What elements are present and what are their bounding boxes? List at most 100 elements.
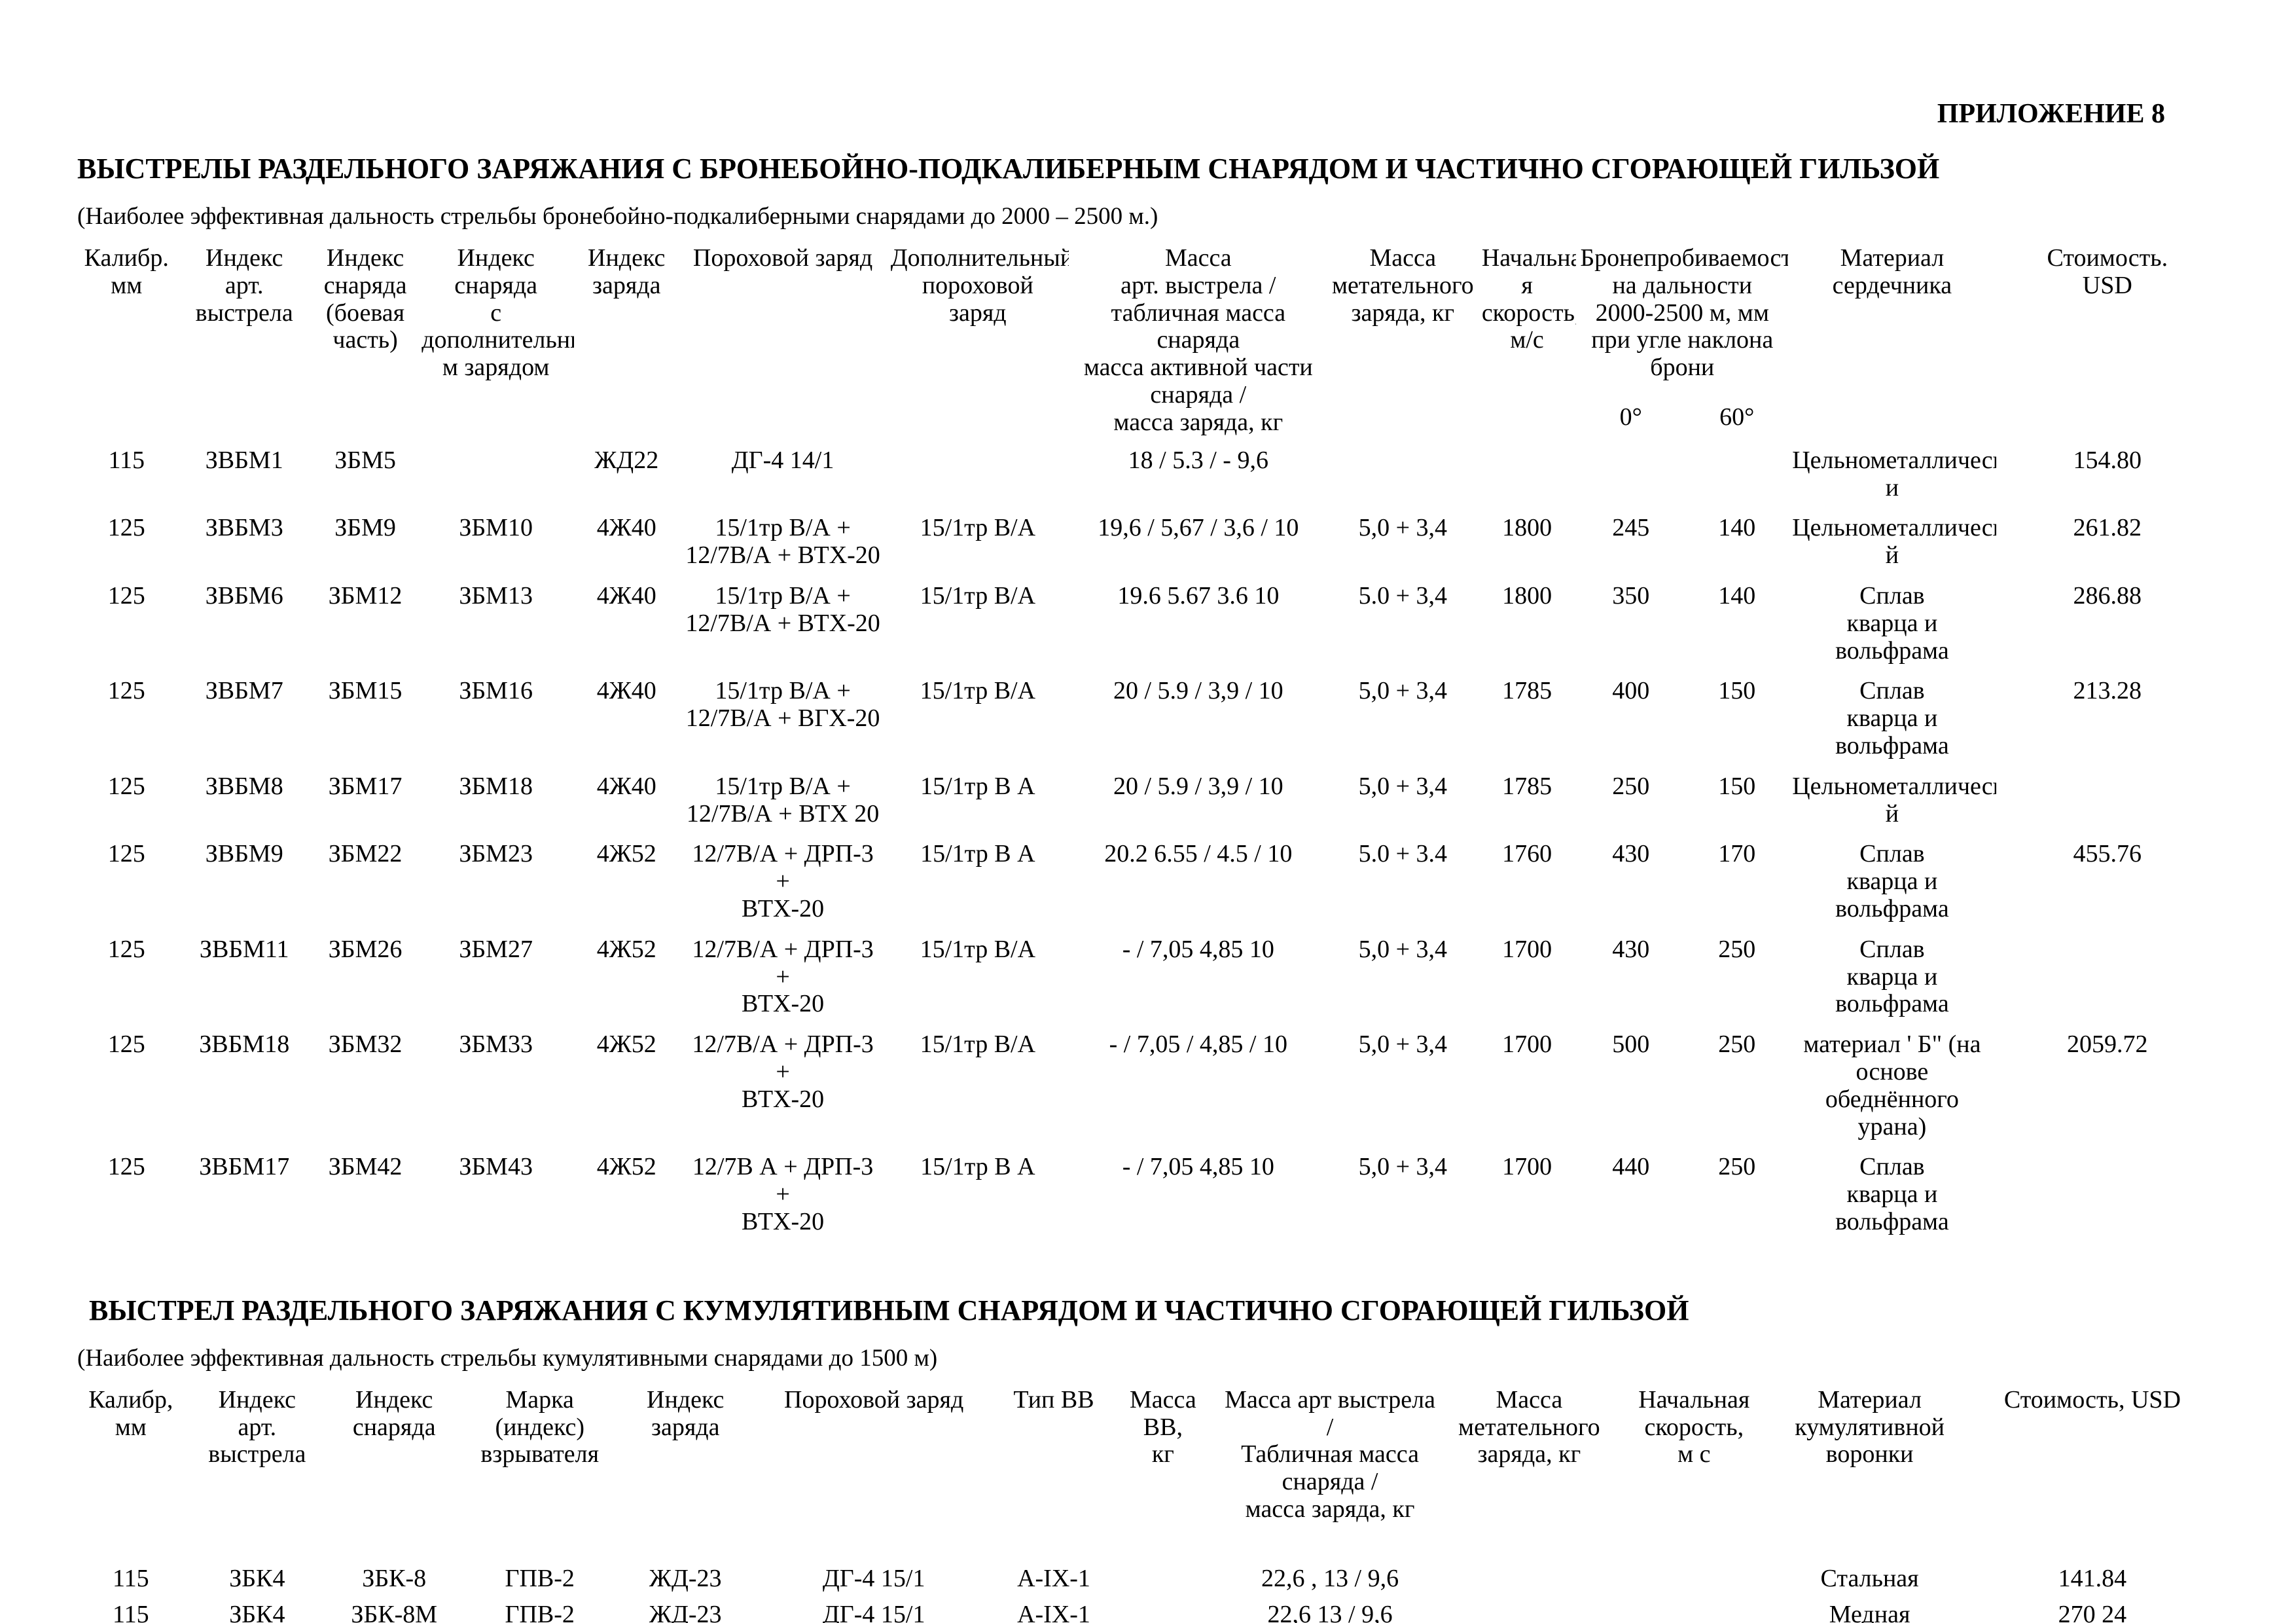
cell: ЗБМ10 xyxy=(459,514,533,542)
cell: 12/7В/А + ДРП-3 + ВТХ-20 xyxy=(692,1030,874,1113)
cell: 19.6 5.67 3.6 10 xyxy=(1117,581,1280,610)
cell xyxy=(1109,1599,1217,1623)
cell: ЗВБМ7 xyxy=(205,677,283,705)
cell: 15/1тр В А xyxy=(920,1153,1035,1181)
cell: 125 xyxy=(107,677,145,705)
cell: ЗБМ12 xyxy=(328,581,403,610)
cell: ДГ-4 14/1 xyxy=(731,446,834,474)
cell: 12/7В/А + ДРП-3 + ВТХ-20 xyxy=(692,840,874,922)
cell: 4Ж52 xyxy=(596,935,656,963)
cell xyxy=(1478,445,1577,513)
cell: 213.28 xyxy=(2073,677,2142,705)
cell: 125 xyxy=(107,1030,145,1059)
cell: Сплав кварца и вольфрама xyxy=(1835,840,1949,922)
cell: 1785 xyxy=(1502,677,1552,705)
apfsds-rounds-table: Калибр. мм Индекс арт. выстрела Индекс сна… xyxy=(77,242,2219,1247)
table-row: 115 ЗВБМ1 ЗБМ5 ЖД22 ДГ-4 14/1 18 / 5.3 / - 9,… xyxy=(77,445,2219,513)
cell: 4Ж40 xyxy=(596,677,656,705)
cell: ЖД22 xyxy=(594,446,659,474)
cell: - / 7,05 4,85 10 xyxy=(1122,1153,1274,1181)
header-cell: Стоимость, USD xyxy=(2003,1385,2181,1413)
cell xyxy=(1996,934,2219,1029)
header-cell: Индекс арт. выстрела xyxy=(195,244,293,327)
header-cell: Материал сердечника xyxy=(1832,244,1952,299)
cell: 170 xyxy=(1718,840,1756,868)
cell: 125 xyxy=(107,514,145,542)
cell: 15/1тр В А xyxy=(920,772,1035,800)
header-cell: Марка (индекс) взрывателя xyxy=(480,1385,600,1468)
cell: 125 xyxy=(107,935,145,963)
table1-header: Калибр. мм Индекс арт. выстрела Индекс сна… xyxy=(77,242,2219,445)
cell: 4Ж40 xyxy=(596,514,656,542)
header-cell: Дополнительный пороховой заряд xyxy=(890,244,1069,327)
header-cell: Калибр, мм xyxy=(88,1385,173,1441)
header-cell: Индекс снаряда xyxy=(352,1385,436,1441)
cell: ЗБК-8М xyxy=(351,1601,438,1623)
cell: 430 xyxy=(1612,935,1650,963)
cell: Медная xyxy=(1829,1601,1910,1623)
cell: 5,0 + 3,4 xyxy=(1358,1030,1448,1059)
table-row: 125 ЗВБМ18 ЗБМ32 ЗБМ33 4Ж52 12/7В/А + ДРП-3 +… xyxy=(77,1029,2219,1151)
cell: ДГ-4 15/1 xyxy=(822,1601,925,1623)
cell: Сплав кварца и вольфрама xyxy=(1835,677,1949,759)
header-cell: Начальная скорость, м с xyxy=(1638,1385,1750,1468)
cell: 125 xyxy=(107,1153,145,1181)
cell: 115 xyxy=(108,446,145,474)
cell: ЗВБМ11 xyxy=(199,935,289,963)
cell: ЗБК-8 xyxy=(362,1564,427,1592)
header-cell: Пороховой заряд xyxy=(784,1385,964,1413)
cell: 15/1тр В/А xyxy=(920,581,1036,610)
cell: 125 xyxy=(107,581,145,610)
header-cell: Индекс снаряда (боевая часть) xyxy=(323,244,407,354)
cell: А-IХ-1 xyxy=(1017,1564,1090,1592)
cell: 15/1тр В/А + 12/7В/А + ВТХ-20 xyxy=(685,514,880,570)
cell: 4Ж52 xyxy=(596,1030,656,1059)
cell xyxy=(1443,1529,1615,1599)
header-cell: Индекс заряда xyxy=(647,1385,725,1441)
cell: ЗВБМ8 xyxy=(205,772,283,800)
table2-title: ВЫСТРЕЛ РАЗДЕЛЬНОГО ЗАРЯЖАНИЯ С КУМУЛЯТИ… xyxy=(89,1294,1689,1326)
cell: ЗВБМ9 xyxy=(205,840,283,868)
cell: 1800 xyxy=(1502,581,1552,610)
cell: ЖД-23 xyxy=(649,1564,722,1592)
header-row: Калибр, мм Индекс арт. выстрела Индекс сна… xyxy=(77,1384,2219,1529)
header-cell: Тип ВВ xyxy=(1013,1385,1094,1413)
header-cell: Индекс снаряда с дополнительны м зарядом xyxy=(422,244,575,382)
cell xyxy=(1615,1529,1773,1599)
cell: ЗБМ33 xyxy=(459,1030,533,1059)
cell: 270 24 xyxy=(2058,1601,2127,1623)
armor-angle-label: 60° xyxy=(1719,403,1755,431)
header-cell: Стоимость. USD xyxy=(2047,244,2168,299)
cell: 15/1тр В/А xyxy=(920,677,1036,705)
cell: 250 xyxy=(1718,1153,1756,1181)
cell: Сплав кварца и вольфрама xyxy=(1835,1153,1949,1235)
cell xyxy=(1109,1529,1217,1599)
cell: 19,6 / 5,67 / 3,6 / 10 xyxy=(1098,514,1299,542)
header-cell: Индекс заряда xyxy=(588,244,666,299)
cell: Стальная xyxy=(1820,1564,1919,1592)
appendix-label: ПРИЛОЖЕНИЕ 8 xyxy=(1937,99,2165,129)
cell: 1700 xyxy=(1502,1030,1552,1059)
cell xyxy=(1996,771,2219,839)
cell: 12/7В А + ДРП-3 + ВТХ-20 xyxy=(692,1153,874,1235)
cell: 150 xyxy=(1718,772,1756,800)
cell: 1700 xyxy=(1502,935,1552,963)
cell: ЗБМ16 xyxy=(459,677,533,705)
table2-subtitle: (Наиболее эффективная дальность стрельбы… xyxy=(77,1344,938,1372)
cell: ЗБМ13 xyxy=(459,581,533,610)
header-cell: Масса метательного заряда, кг xyxy=(1458,1385,1600,1468)
cell: 286.88 xyxy=(2073,581,2142,610)
header-cell: Калибр. мм xyxy=(84,244,169,299)
table-row: 115 ЗБК4 ЗБК-8 ГПВ-2 ЖД-23 ДГ-4 15/1 А-IХ-1 22,… xyxy=(77,1529,2219,1599)
cell: 455.76 xyxy=(2073,840,2142,868)
cell: Сплав кварца и вольфрама xyxy=(1835,581,1949,665)
cell xyxy=(1615,1599,1773,1623)
cell: - / 7,05 4,85 10 xyxy=(1122,935,1274,963)
cell xyxy=(418,445,574,513)
cell: 500 xyxy=(1612,1030,1650,1059)
cell: 261.82 xyxy=(2073,514,2142,542)
cell: 20.2 6.55 / 4.5 / 10 xyxy=(1104,840,1293,868)
cell: материал ' Б" (на основе обеднённого ура… xyxy=(1803,1030,1981,1140)
header-cell: Материал кумулятивной воронки xyxy=(1795,1385,1945,1468)
cell: 430 xyxy=(1612,840,1650,868)
